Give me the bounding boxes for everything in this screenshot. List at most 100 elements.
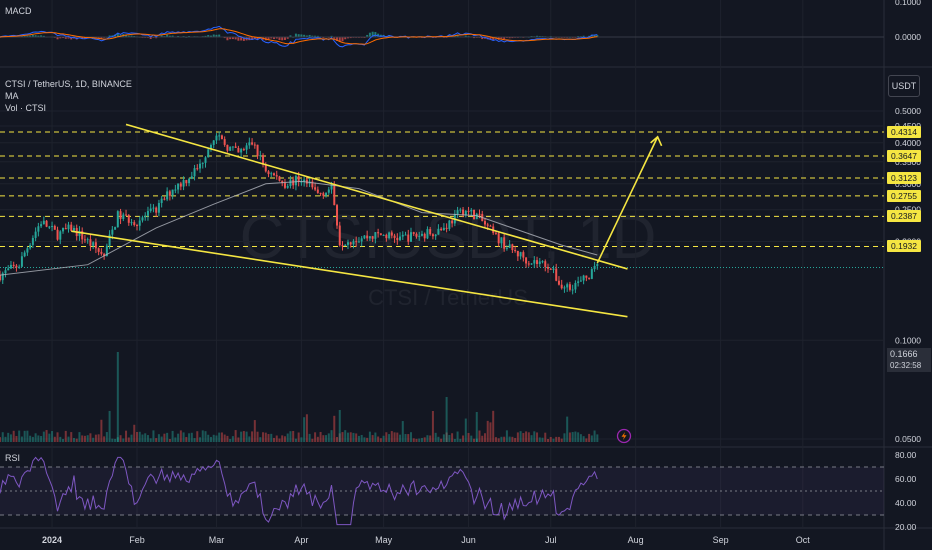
volume-bar [201, 430, 204, 442]
volume-bar [53, 436, 56, 442]
volume-bar [541, 437, 544, 442]
arrow-head-icon [650, 135, 663, 147]
candle-body [297, 176, 300, 182]
volume-bar [116, 352, 119, 442]
volume-bar [94, 434, 97, 442]
volume-bar [355, 433, 358, 442]
horizontal-levels[interactable] [0, 131, 884, 269]
volume-bar [536, 432, 539, 442]
macd-histogram-bar [125, 34, 128, 37]
volume-bar [286, 433, 289, 442]
candle-body [182, 180, 185, 187]
candle-body [97, 248, 100, 252]
candle-body [336, 205, 339, 226]
volume-bar [45, 430, 48, 442]
macd-histogram-bar [226, 37, 229, 41]
macd-histogram-bar [215, 34, 218, 37]
volume-bar [144, 433, 147, 442]
volume-bar [51, 431, 54, 442]
currency-button[interactable]: USDT [888, 75, 920, 97]
volume-bar [492, 410, 495, 442]
volume-bar [179, 430, 182, 442]
ma-indicator-label[interactable]: MA [5, 91, 19, 101]
volume-bar [305, 414, 308, 442]
candle-body [196, 168, 199, 170]
volume-bar [357, 435, 360, 442]
volume-bar [522, 433, 525, 442]
volume-bar [240, 431, 243, 442]
volume-bar [256, 431, 259, 442]
y-tick-label: 0.0500 [895, 434, 921, 444]
volume-bar [552, 438, 555, 442]
candle-body [62, 228, 65, 232]
volume-bar [204, 431, 207, 442]
macd-histogram-bar [34, 35, 37, 37]
candle-body [136, 225, 138, 227]
candle-body [377, 232, 380, 234]
volume-bar [445, 432, 448, 442]
macd-histogram-bar [23, 35, 26, 37]
macd-histogram-bar [333, 37, 336, 39]
volume-bar [388, 434, 391, 442]
trendlines[interactable] [71, 123, 663, 318]
candle-body [415, 233, 418, 237]
volume-bar [464, 418, 467, 442]
volume-bar [231, 436, 234, 442]
trendline-upper [125, 123, 628, 270]
candle-body [31, 237, 34, 245]
volume-bar [226, 435, 229, 442]
volume-bar [234, 430, 237, 442]
candle-body [157, 203, 160, 213]
macd-histogram-bar [368, 32, 371, 37]
volume-bar [590, 435, 593, 442]
macd-histogram-bar [582, 35, 585, 37]
macd-histogram-bar [303, 34, 306, 37]
volume-bar [418, 438, 421, 442]
candle-body [275, 175, 278, 177]
volume-bar [297, 432, 300, 442]
level-price-tag: 0.3123 [887, 172, 921, 185]
candle-body [407, 234, 410, 242]
candle-body [53, 225, 56, 230]
volume-bar [15, 436, 18, 442]
volume-bar [155, 438, 158, 442]
volume-bar [182, 432, 185, 442]
volume-indicator-label[interactable]: Vol · CTSI [5, 103, 47, 113]
candle-body [70, 224, 73, 231]
volume-bar [393, 432, 396, 442]
volume-bar [220, 432, 223, 442]
macd-histogram-bar [278, 37, 281, 41]
volume-bar [92, 437, 95, 442]
volume-bar [308, 433, 311, 442]
volume-bar [294, 438, 297, 442]
candle-body [467, 210, 470, 212]
symbol-title[interactable]: CTSI / TetherUS, 1D, BINANCE [5, 79, 132, 89]
candle-body [92, 242, 95, 246]
candle-body [440, 228, 443, 231]
candle-body [516, 250, 519, 257]
candle-body [199, 163, 202, 169]
rsi-indicator-label[interactable]: RSI [5, 453, 21, 463]
volume-bar [401, 421, 404, 442]
candle-body [333, 184, 336, 206]
current-price-tag: 0.1666 02:32:58 [887, 348, 931, 372]
lightning-icon[interactable] [616, 428, 632, 444]
macd-indicator-label[interactable]: MACD [5, 6, 32, 16]
x-tick-label: Sep [713, 535, 729, 545]
volume-bar [267, 434, 270, 442]
candle-body [283, 182, 286, 188]
candle-body [349, 242, 352, 245]
candle-body [582, 275, 585, 281]
candle-body [138, 220, 141, 226]
volume-bar [127, 437, 130, 442]
candle-body [209, 144, 212, 150]
candle-body [166, 191, 169, 200]
candle-body [314, 187, 317, 190]
volume-bar [275, 435, 278, 442]
candle-body [188, 178, 191, 184]
volume-bar [514, 437, 517, 442]
macd-histogram-bar [508, 37, 511, 39]
x-tick-label: Feb [129, 535, 145, 545]
volume-bar [29, 435, 32, 442]
